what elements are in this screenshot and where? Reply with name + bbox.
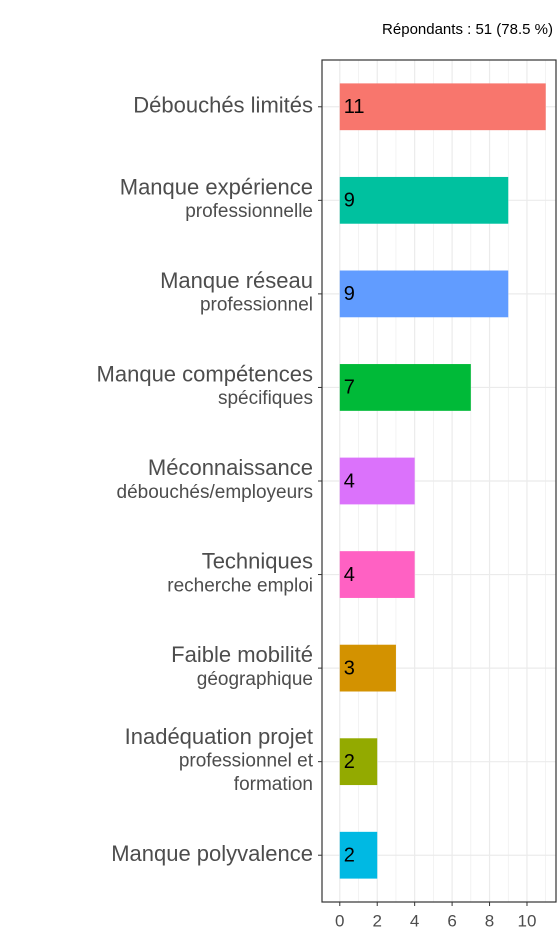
x-tick-label: 8 xyxy=(485,911,494,930)
bar xyxy=(339,738,378,786)
value-label: 2 xyxy=(344,845,355,867)
bar xyxy=(339,551,415,598)
y-tick-label: professionnelle xyxy=(185,201,313,222)
x-tick-label: 4 xyxy=(410,911,419,930)
value-label: 2 xyxy=(344,751,355,773)
y-tick-label: géographique xyxy=(197,669,313,690)
y-tick-label: Manque réseau xyxy=(160,268,313,293)
y-tick-label: Manque compétences xyxy=(97,362,313,387)
y-tick-label: Manque expérience xyxy=(120,174,313,199)
x-tick-label: 6 xyxy=(447,911,456,930)
panel-border xyxy=(321,59,557,903)
y-tick-label: Méconnaissance xyxy=(148,455,313,480)
value-label: 11 xyxy=(344,96,365,118)
value-label: 4 xyxy=(344,564,355,586)
bar xyxy=(339,270,509,318)
value-label: 7 xyxy=(344,377,355,399)
subtitle: Répondants : 51 (78.5 %) xyxy=(382,21,553,38)
y-tick-label: débouchés/employeurs xyxy=(117,482,313,503)
y-tick-label: Faible mobilité xyxy=(171,642,313,667)
y-tick-label: Inadéquation projet xyxy=(125,724,313,749)
y-tick-label: formation xyxy=(234,774,313,795)
bar xyxy=(339,176,509,224)
bar xyxy=(339,83,546,131)
bar xyxy=(339,644,396,692)
value-label: 3 xyxy=(344,657,355,679)
y-tick-label: spécifiques xyxy=(218,388,313,409)
bar xyxy=(339,457,415,505)
y-tick-label: recherche emploi xyxy=(167,575,313,596)
y-tick-label: Débouchés limités xyxy=(133,93,313,118)
value-label: 9 xyxy=(344,190,355,212)
y-tick-label: professionnel et xyxy=(179,751,314,772)
y-tick-label: Techniques xyxy=(202,549,313,574)
bar xyxy=(339,364,471,411)
x-tick-label: 2 xyxy=(372,911,381,930)
x-tick-label: 10 xyxy=(518,911,537,930)
x-tick-label: 0 xyxy=(335,911,344,930)
value-label: 4 xyxy=(344,470,355,492)
value-label: 9 xyxy=(344,283,355,305)
y-tick-label: Manque polyvalence xyxy=(111,841,313,866)
bar xyxy=(339,831,378,879)
y-tick-label: professionnel xyxy=(200,295,313,316)
